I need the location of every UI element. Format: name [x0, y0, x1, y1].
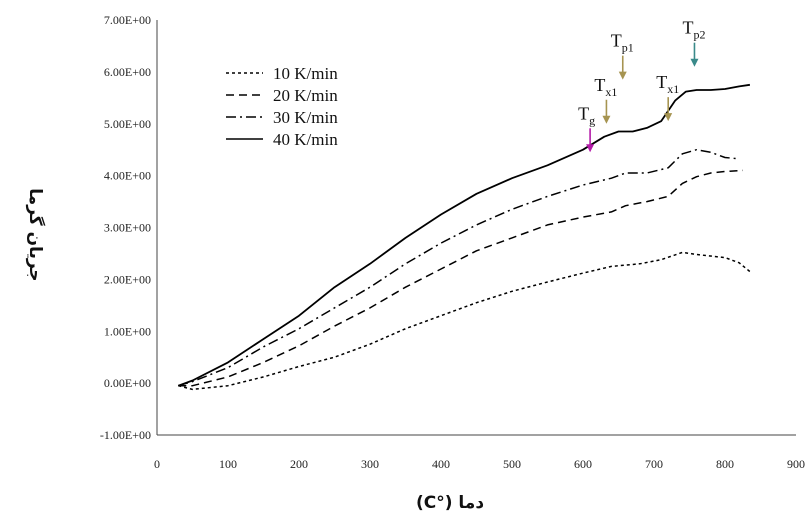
x-tick-label: 300 — [361, 457, 379, 471]
axes — [156, 20, 796, 436]
annotation-subscript: g — [589, 113, 595, 127]
y-tick-label: 6.00E+00 — [104, 65, 151, 79]
annotation-label: T — [611, 31, 622, 51]
series-line-2 — [178, 169, 743, 387]
x-tick-labels: 0 100 200 300 400 500 600 700 800 900 — [154, 457, 805, 471]
x-axis-title: دما (°C) — [416, 493, 484, 513]
series-line-1 — [178, 251, 751, 391]
series-line-4 — [177, 83, 751, 387]
x-tick-label: 0 — [154, 457, 160, 471]
annotation-arrow-head — [664, 113, 673, 122]
annotation-arrow-head — [618, 71, 627, 80]
legend-entry: 30 K/min — [273, 108, 338, 127]
y-axis-title: جریان گرما — [25, 188, 46, 281]
y-tick-label: 4.00E+00 — [104, 169, 151, 183]
annotation-arrow-head — [602, 115, 611, 124]
x-tick-label: 700 — [645, 457, 663, 471]
x-tick-label: 400 — [432, 457, 450, 471]
y-tick-label: 3.00E+00 — [104, 221, 151, 235]
legend-entry: 40 K/min — [273, 130, 338, 149]
legend: 10 K/min 20 K/min 30 K/min 40 K/min — [226, 64, 338, 149]
annotation-label: T — [682, 18, 693, 38]
x-tick-label: 100 — [219, 457, 237, 471]
y-tick-label: -1.00E+00 — [100, 428, 151, 442]
annotation-arrow-head — [586, 144, 595, 153]
legend-entry: 10 K/min — [273, 64, 338, 83]
y-tick-labels: -1.00E+00 0.00E+00 1.00E+00 2.00E+00 3.00E+0… — [100, 13, 151, 442]
annotation-label: T — [656, 72, 667, 92]
annotation-subscript: x1 — [605, 85, 617, 99]
annotation-subscript: x1 — [667, 82, 679, 96]
y-tick-label: 1.00E+00 — [104, 324, 151, 338]
annotation-label: T — [578, 103, 589, 123]
series-lines — [177, 83, 751, 391]
series-line-3 — [178, 148, 736, 387]
x-tick-label: 800 — [716, 457, 734, 471]
x-tick-label: 500 — [503, 457, 521, 471]
annotation-arrow-head — [690, 58, 699, 67]
annotation-subscript: p2 — [693, 28, 705, 42]
y-tick-label: 7.00E+00 — [104, 13, 151, 27]
y-tick-label: 5.00E+00 — [104, 117, 151, 131]
y-tick-label: 0.00E+00 — [104, 376, 151, 390]
annotation-subscript: p1 — [622, 41, 634, 55]
y-tick-label: 2.00E+00 — [104, 272, 151, 286]
annotation-label: T — [594, 75, 605, 95]
x-tick-label: 600 — [574, 457, 592, 471]
legend-entry: 20 K/min — [273, 86, 338, 105]
x-tick-label: 900 — [787, 457, 805, 471]
x-tick-label: 200 — [290, 457, 308, 471]
